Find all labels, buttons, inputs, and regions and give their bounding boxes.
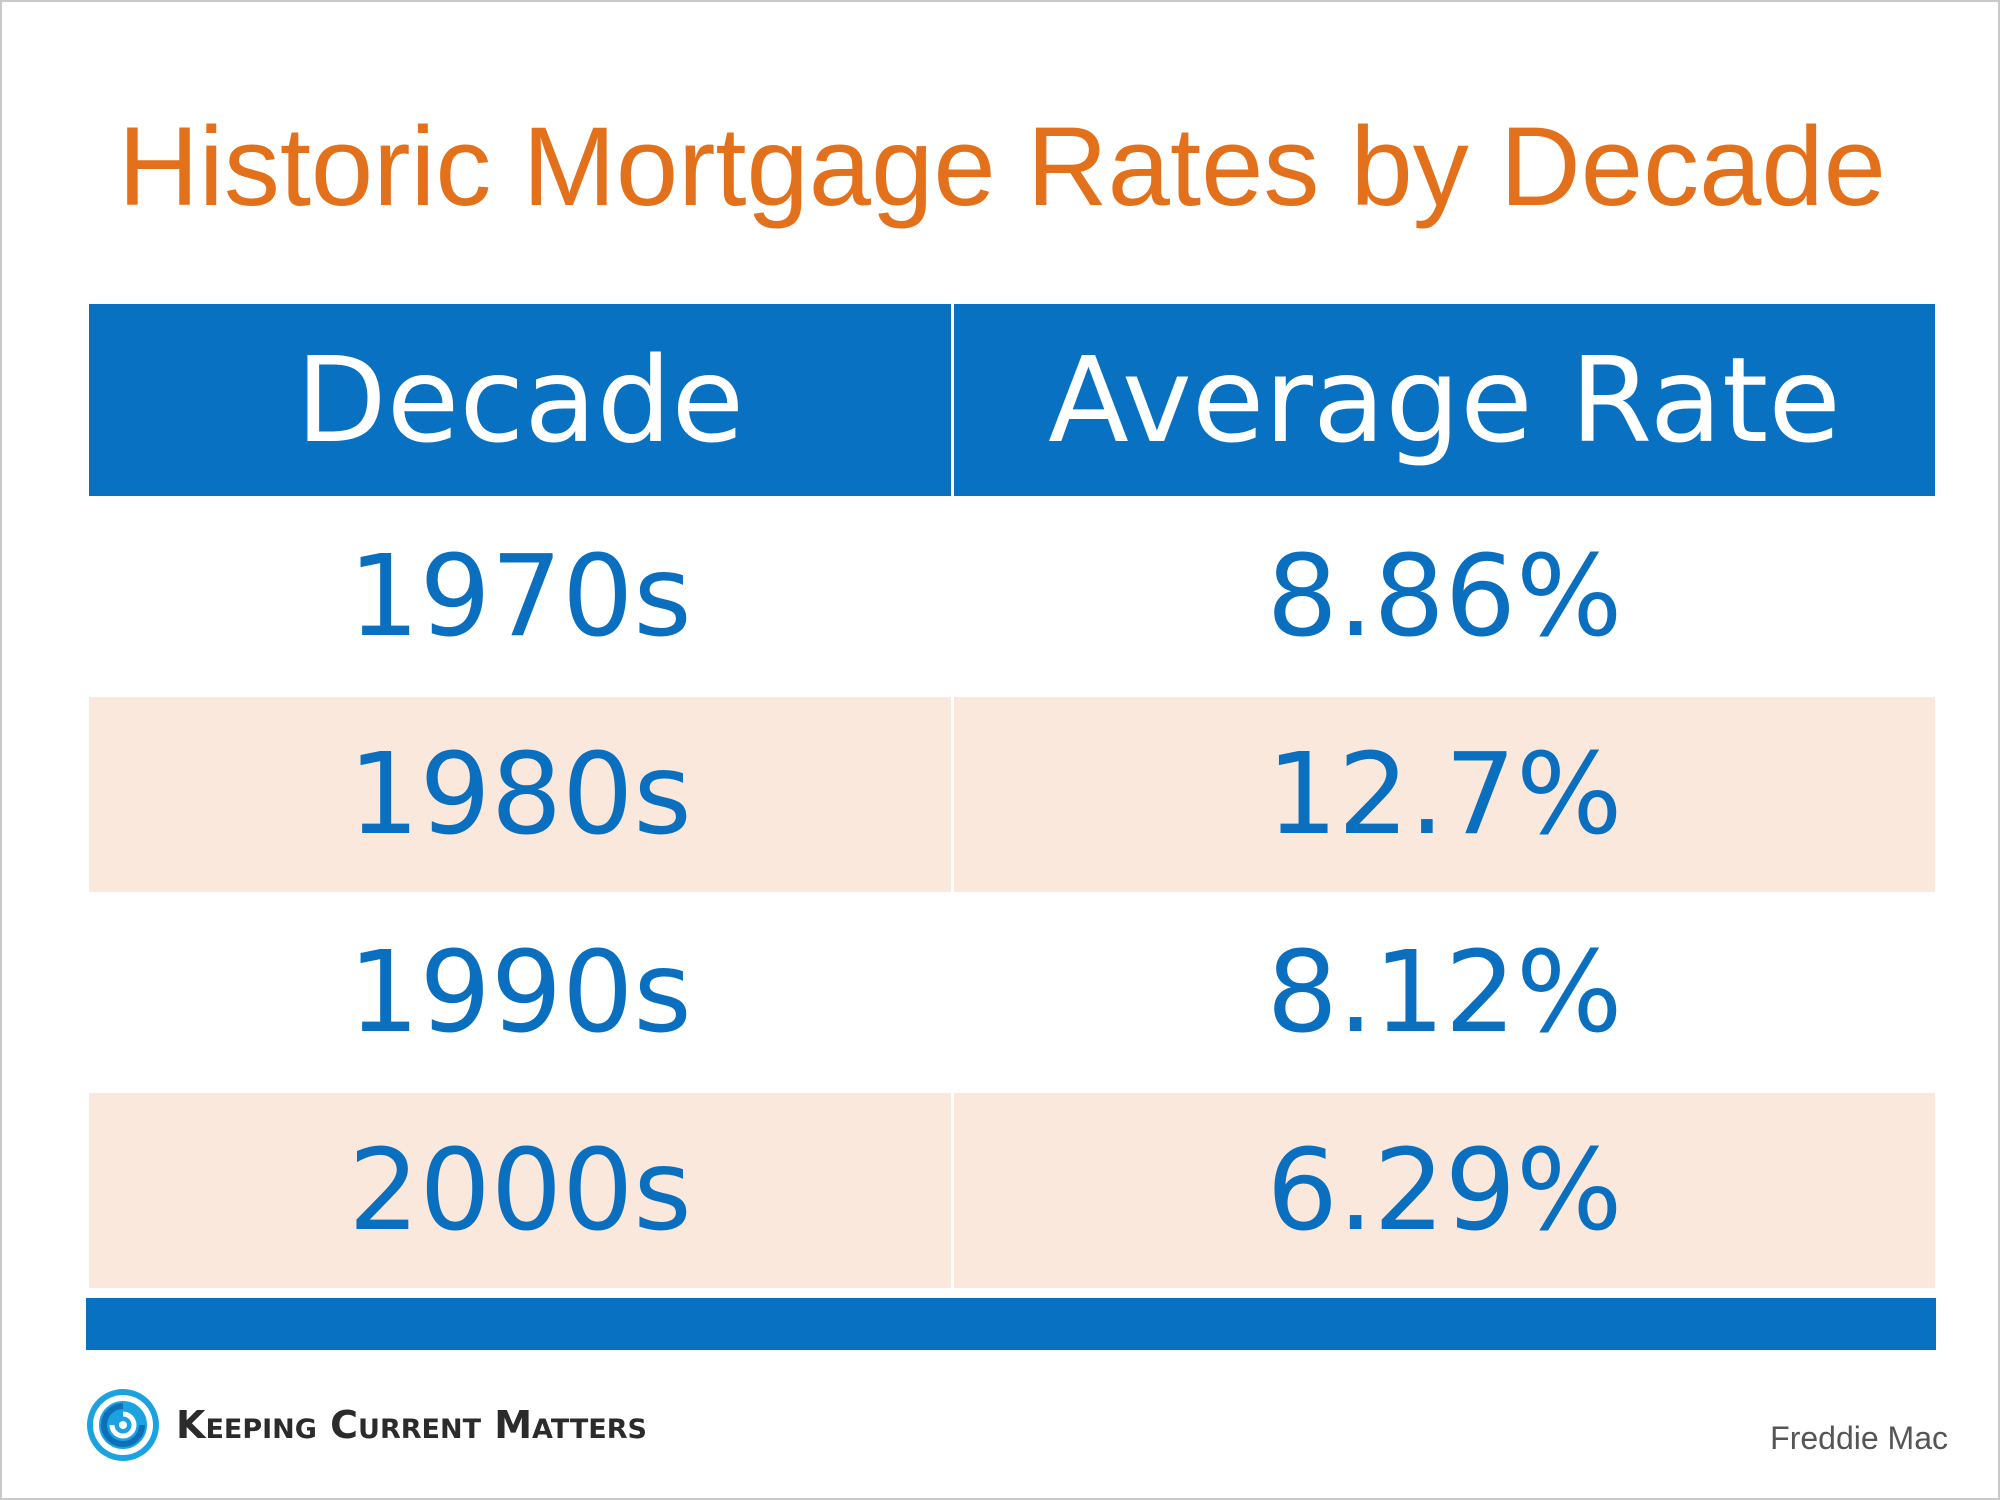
source-credit: Freddie Mac: [1770, 1420, 1948, 1456]
table-row: 1970s 8.86%: [89, 499, 1935, 694]
table-row: 1980s 12.7%: [89, 697, 1935, 892]
decade-cell: 1970s: [89, 499, 951, 694]
table-header-row: Decade Average Rate: [89, 304, 1935, 496]
brand-logo: Keeping Current Matters: [86, 1388, 647, 1462]
rates-table: Decade Average Rate 1970s 8.86% 1980s 12…: [89, 304, 1935, 1288]
brand-name: Keeping Current Matters: [176, 1403, 647, 1447]
rate-cell: 6.29%: [954, 1093, 1935, 1288]
decade-cell: 1990s: [89, 895, 951, 1090]
header-average-rate: Average Rate: [954, 304, 1935, 496]
chart-title: Historic Mortgage Rates by Decade: [118, 104, 1886, 229]
header-decade: Decade: [89, 304, 951, 496]
table-row: 1990s 8.12%: [89, 895, 1935, 1090]
rate-cell: 8.86%: [954, 499, 1935, 694]
footer-bar: [86, 1298, 1936, 1350]
swirl-logo-icon: [87, 1389, 159, 1461]
table-row: 2000s 6.29%: [89, 1093, 1935, 1288]
decade-cell: 1980s: [89, 697, 951, 892]
rate-cell: 8.12%: [954, 895, 1935, 1090]
decade-cell: 2000s: [89, 1093, 951, 1288]
rate-cell: 12.7%: [954, 697, 1935, 892]
